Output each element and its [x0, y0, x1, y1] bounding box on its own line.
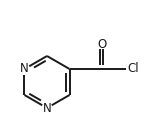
Text: N: N [20, 63, 29, 75]
Text: N: N [43, 102, 51, 115]
Text: Cl: Cl [127, 63, 139, 75]
Text: O: O [97, 39, 107, 51]
